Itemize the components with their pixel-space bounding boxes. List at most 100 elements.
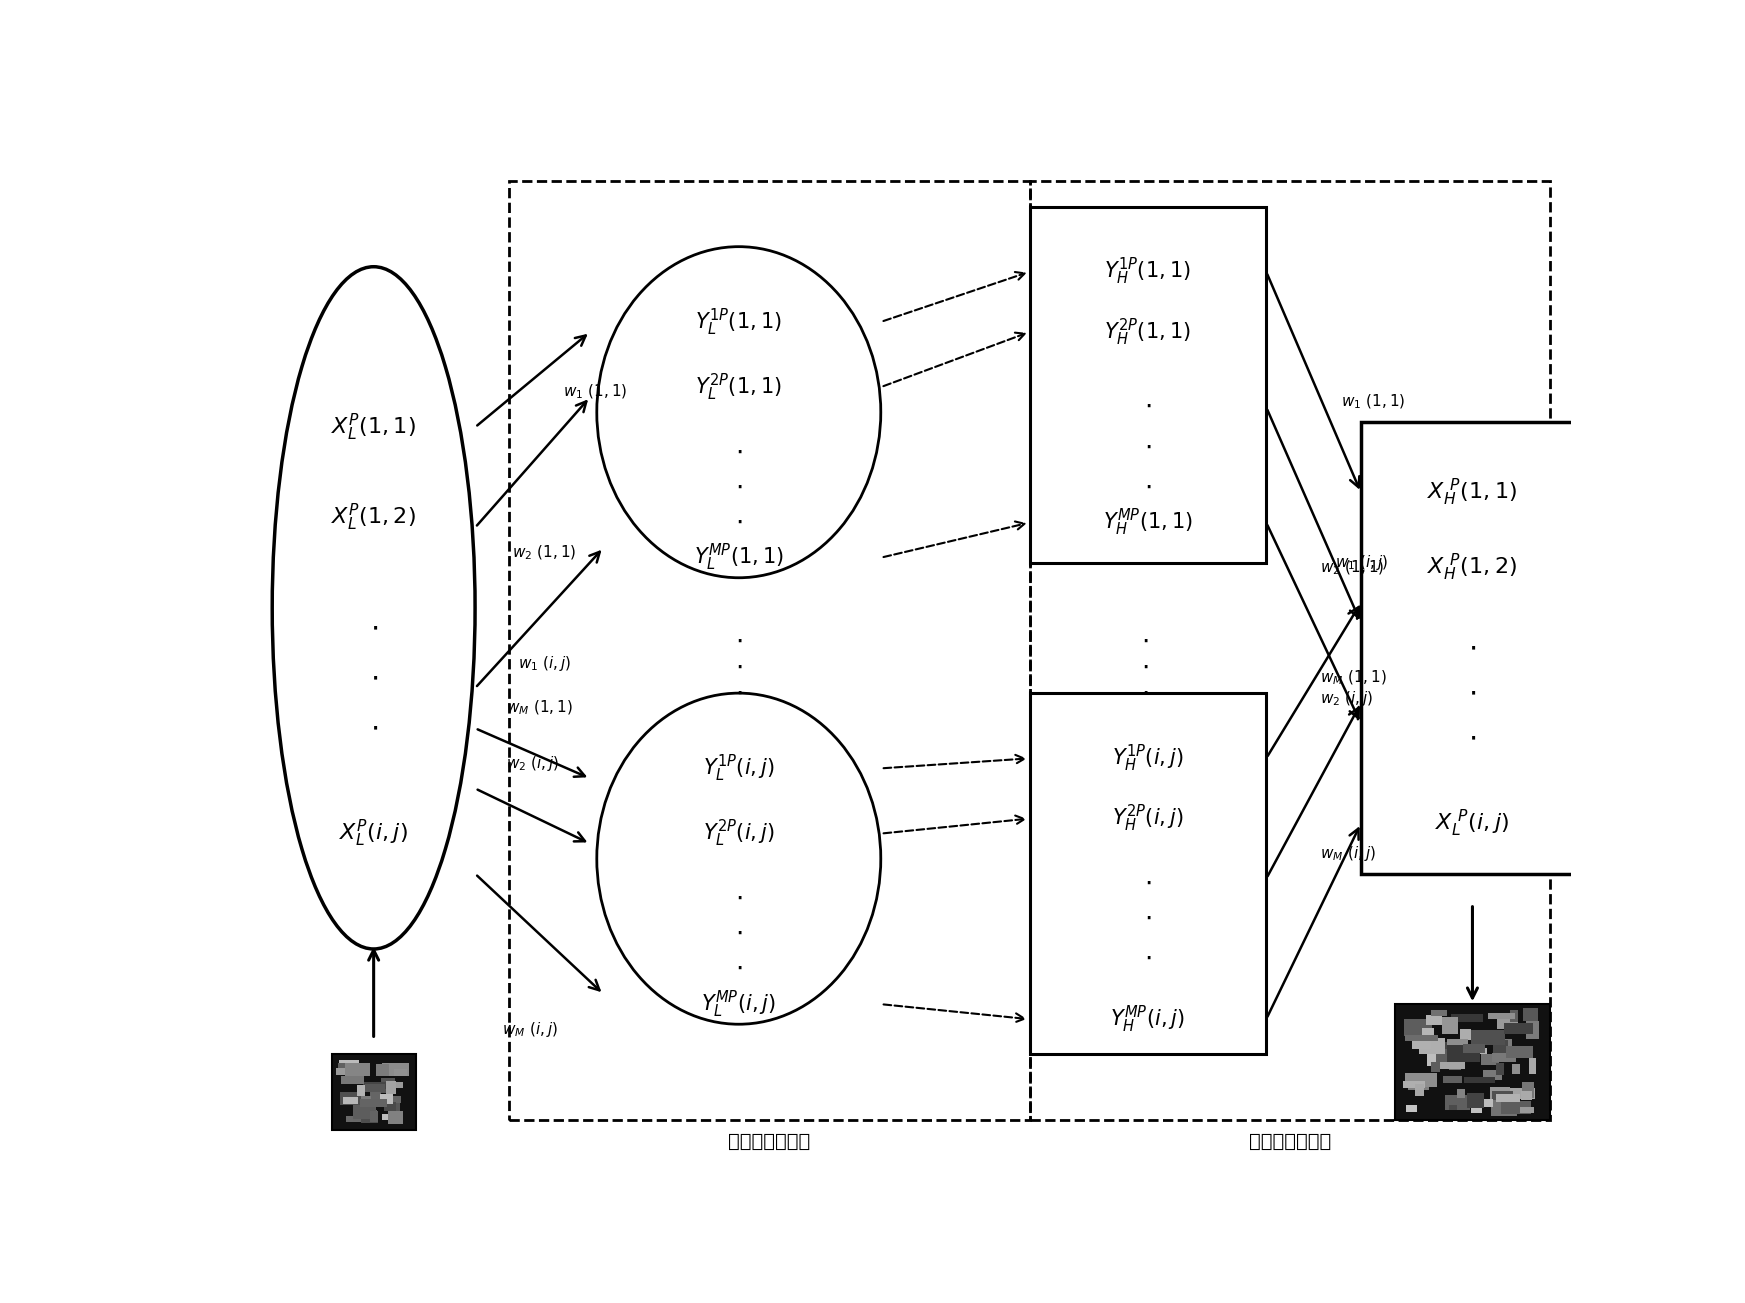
Text: $\cdot$: $\cdot$	[1141, 655, 1148, 681]
Bar	[1447, 1040, 1468, 1057]
Bar	[386, 1081, 396, 1093]
Text: $\cdot$: $\cdot$	[1145, 870, 1152, 896]
Bar	[1478, 1098, 1492, 1108]
Text: $Y_L^{1P}(1,1)$: $Y_L^{1P}(1,1)$	[696, 306, 782, 337]
Text: $Y_L^{2P}(i,j)$: $Y_L^{2P}(i,j)$	[703, 818, 775, 850]
Bar	[1523, 1009, 1539, 1020]
Text: $\cdot$: $\cdot$	[1145, 434, 1152, 460]
Bar	[352, 1110, 377, 1121]
Bar	[382, 1114, 400, 1121]
Text: $Y_L^{MP}(i,j)$: $Y_L^{MP}(i,j)$	[701, 989, 777, 1020]
Bar	[1499, 1057, 1506, 1062]
Bar	[1529, 1058, 1536, 1074]
Text: $\cdot$: $\cdot$	[1145, 946, 1152, 972]
Bar	[1492, 1053, 1516, 1062]
Text: $Y_H^{MP}(i,j)$: $Y_H^{MP}(i,j)$	[1110, 1003, 1185, 1035]
Text: $w_M\ (1,1)$: $w_M\ (1,1)$	[1321, 668, 1387, 687]
Text: $w_M\ (i,j)$: $w_M\ (i,j)$	[503, 1020, 558, 1038]
Bar	[1490, 1100, 1516, 1115]
Bar	[1448, 1058, 1461, 1070]
Text: $\cdot$: $\cdot$	[370, 665, 377, 692]
Text: $w_2\ (i,j)$: $w_2\ (i,j)$	[506, 754, 560, 773]
Bar	[1415, 1084, 1424, 1096]
Bar	[1419, 1038, 1445, 1054]
Bar	[1497, 1018, 1518, 1029]
Bar	[1494, 1040, 1508, 1054]
Bar	[1431, 1010, 1447, 1016]
Text: $\cdot$: $\cdot$	[1468, 635, 1476, 662]
Text: $X_L^P(i,j)$: $X_L^P(i,j)$	[339, 818, 408, 850]
Bar	[382, 1063, 408, 1076]
Bar	[1443, 1076, 1462, 1083]
Bar	[1422, 1028, 1434, 1041]
Bar	[380, 1093, 393, 1104]
Bar	[1468, 1093, 1483, 1108]
Text: $Y_H^{2P}(1,1)$: $Y_H^{2P}(1,1)$	[1105, 317, 1192, 348]
Bar	[1471, 1095, 1482, 1113]
Text: $\cdot$: $\cdot$	[735, 921, 743, 947]
Bar	[1403, 1019, 1433, 1036]
Bar	[1495, 1063, 1504, 1075]
Bar	[352, 1105, 375, 1119]
Bar	[1427, 1049, 1450, 1066]
Text: $Y_H^{MP}(1,1)$: $Y_H^{MP}(1,1)$	[1103, 507, 1194, 538]
Bar	[1426, 1042, 1457, 1049]
Bar	[1434, 1062, 1464, 1068]
Bar	[1488, 1012, 1515, 1019]
Bar	[1441, 1018, 1459, 1033]
Bar	[1412, 1038, 1431, 1049]
Bar	[361, 1098, 387, 1106]
Bar	[1030, 181, 1550, 1119]
Text: $\cdot$: $\cdot$	[735, 655, 743, 681]
Text: $\cdot$: $\cdot$	[735, 509, 743, 536]
Bar	[1408, 1079, 1429, 1091]
Text: $\cdot$: $\cdot$	[1468, 679, 1476, 708]
Bar	[1030, 206, 1267, 563]
Text: $w_1\ (i,j)$: $w_1\ (i,j)$	[518, 654, 572, 672]
Bar	[1520, 1106, 1534, 1113]
Text: $\cdot$: $\cdot$	[735, 886, 743, 912]
Bar	[1504, 1023, 1534, 1035]
Text: $\cdot$: $\cdot$	[735, 474, 743, 500]
Bar	[393, 1081, 403, 1088]
Text: $Y_H^{1P}(1,1)$: $Y_H^{1P}(1,1)$	[1105, 257, 1192, 288]
Bar	[340, 1061, 358, 1067]
Text: $\cdot$: $\cdot$	[735, 956, 743, 982]
Text: $\cdot$: $\cdot$	[1141, 629, 1148, 655]
Bar	[1457, 1089, 1466, 1098]
Bar	[380, 1079, 394, 1093]
Bar	[332, 1054, 415, 1130]
Bar	[375, 1063, 389, 1076]
Bar	[1501, 1101, 1530, 1114]
Bar	[1492, 1092, 1513, 1101]
Bar	[1405, 1074, 1438, 1087]
Bar	[1483, 1070, 1502, 1080]
Bar	[1361, 422, 1584, 874]
Text: $\cdot$: $\cdot$	[735, 681, 743, 708]
Bar	[386, 1096, 401, 1104]
Text: $w_2\ (i,j)$: $w_2\ (i,j)$	[1321, 689, 1373, 708]
Text: $X_L^P(1,1)$: $X_L^P(1,1)$	[332, 412, 415, 443]
Text: 低分辨率训练集: 低分辨率训练集	[728, 1132, 810, 1151]
Bar	[1405, 1035, 1438, 1041]
Bar	[1525, 1022, 1539, 1038]
Bar	[340, 1092, 361, 1105]
Text: $X_L^P(1,2)$: $X_L^P(1,2)$	[332, 502, 415, 533]
Text: $\cdot$: $\cdot$	[1145, 395, 1152, 420]
Bar	[365, 1084, 386, 1092]
Bar	[1403, 1080, 1426, 1088]
Bar	[384, 1102, 396, 1111]
Text: 高分辨率训练集: 高分辨率训练集	[1249, 1132, 1331, 1151]
Text: $\cdot$: $\cdot$	[1145, 474, 1152, 500]
Bar	[1462, 1045, 1485, 1053]
Text: $w_2\ (1,1)$: $w_2\ (1,1)$	[1321, 559, 1386, 577]
Bar	[358, 1085, 365, 1096]
Bar	[1490, 1087, 1509, 1102]
Bar	[1394, 1005, 1550, 1119]
Text: $w_M\ (i,j)$: $w_M\ (i,j)$	[1321, 844, 1377, 863]
Text: $w_1\ (i,j)$: $w_1\ (i,j)$	[1335, 554, 1389, 572]
Bar	[394, 1068, 407, 1075]
Bar	[1461, 1029, 1471, 1040]
Bar	[337, 1068, 358, 1075]
Bar	[1522, 1081, 1534, 1098]
